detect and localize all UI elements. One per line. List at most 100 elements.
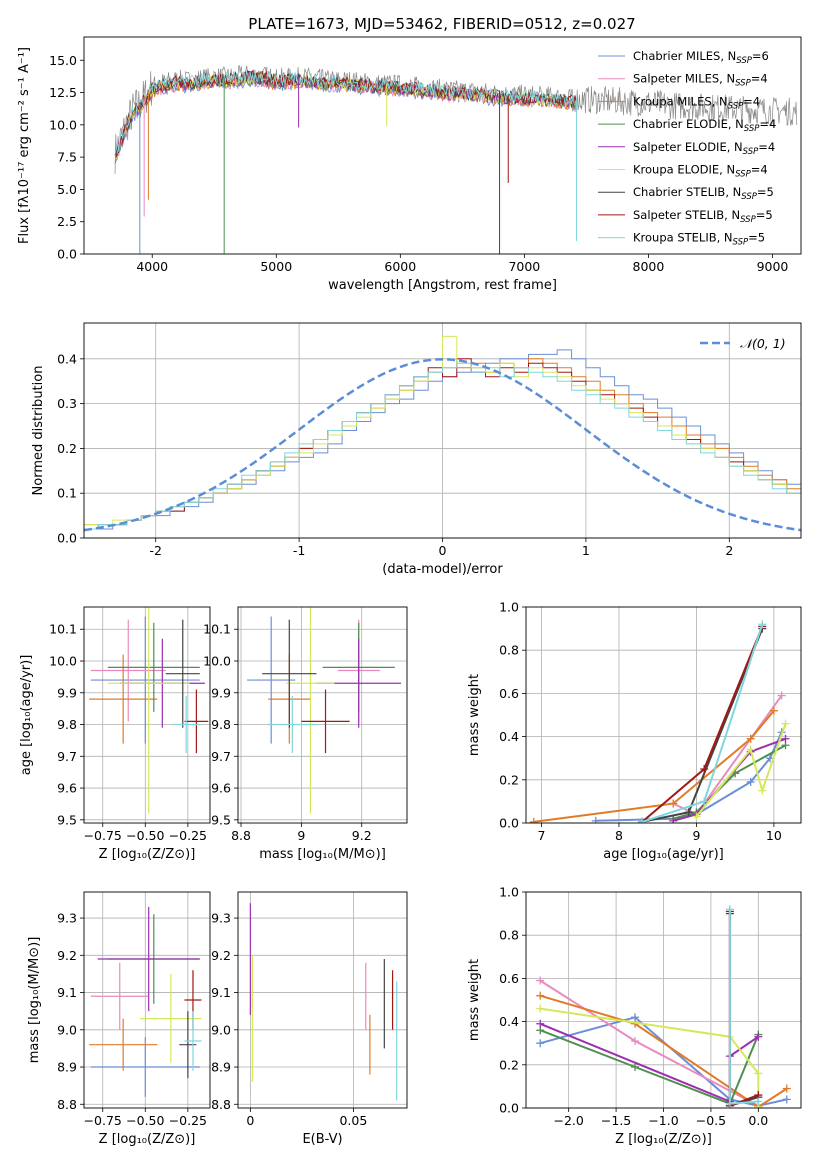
mass-weight-marker: [536, 976, 545, 985]
mass-weight-marker: [669, 799, 678, 808]
axes-frame: [83, 606, 211, 824]
histogram-step: [84, 362, 801, 530]
legend-label: Chabrier STELIB, NSSP=5: [633, 185, 774, 202]
histogram-step: [84, 335, 801, 526]
legend-label: Kroupa ELODIE, NSSP=4: [633, 163, 768, 180]
y-tick-label: 9.8: [211, 717, 231, 732]
x-tick-label: 0: [439, 543, 447, 558]
mass-weight-line: [539, 1029, 760, 1105]
y-tick-label: 7.5: [57, 150, 77, 165]
mass-weight-marker: [754, 1097, 763, 1106]
y-tick-label: 0.4: [499, 1014, 519, 1029]
y-tick-label: 10.1: [203, 622, 231, 637]
mass-weight-marker: [725, 1099, 734, 1108]
y-tick-label: 8.9: [211, 1060, 231, 1075]
y-tick-label: 10.0: [49, 117, 77, 132]
y-tick-label: 0.4: [57, 351, 77, 366]
y-tick-label: 0.8: [499, 928, 519, 943]
y-tick-label: 10.1: [49, 622, 77, 637]
plot-area: [89, 906, 202, 1097]
y-tick-label: 8.8: [57, 1097, 77, 1112]
x-tick-label: −0.75: [84, 1113, 122, 1128]
mass-weight-marker: [700, 765, 709, 773]
x-tick-label: 4000: [136, 259, 168, 274]
mass-weight-marker: [669, 816, 678, 823]
x-tick-label: 8000: [633, 259, 665, 274]
chart-panel-6: −0.75 −0.50 −0.25 8.8 8.9 9.0 9.1 9.2 9.3 Z [log₁…: [27, 891, 211, 1147]
legend: Chabrier MILES, NSSP=6 Salpeter MILES, NS…: [598, 49, 776, 248]
x-tick-label: −0.50: [126, 828, 164, 843]
x-tick-label: 8: [615, 828, 623, 843]
y-tick-label: 0.1: [57, 486, 77, 501]
x-tick-label: −2.0: [553, 1113, 583, 1128]
y-tick-label: 9.1: [57, 985, 77, 1000]
axes-frame: [83, 36, 802, 255]
y-tick-label: 0.3: [57, 396, 77, 411]
x-axis-label: Z [log₁₀(Z/Z⊙)]: [99, 1132, 196, 1147]
legend-label: Salpeter STELIB, NSSP=5: [633, 208, 773, 225]
legend-label: Chabrier MILES, NSSP=6: [633, 49, 769, 66]
y-tick-label: 2.5: [57, 214, 77, 229]
mass-weight-marker: [631, 1062, 640, 1071]
mass-weight-marker: [684, 808, 693, 817]
y-tick-label: 9.2: [211, 948, 231, 963]
y-tick-label: 15.0: [49, 53, 77, 68]
mass-weight-marker: [758, 620, 767, 629]
y-tick-label: 1.0: [499, 885, 519, 900]
plot-area: [247, 607, 401, 814]
mass-weight-marker: [754, 1069, 763, 1078]
mass-weight-marker: [769, 706, 778, 715]
mass-weight-marker: [781, 719, 790, 728]
mass-weight-marker: [725, 905, 734, 914]
plot-area: [84, 335, 801, 532]
mass-weight-marker: [692, 812, 701, 821]
mass-weight-marker: [529, 817, 538, 823]
y-tick-label: 9.5: [211, 812, 231, 827]
mass-weight-line: [539, 994, 788, 1108]
mass-weight-marker: [536, 1019, 545, 1028]
mass-weight-marker: [591, 816, 600, 823]
plot-area: [89, 607, 209, 814]
x-tick-label: −0.75: [84, 828, 122, 843]
x-axis-label: wavelength [Angstrom, rest frame]: [328, 278, 557, 293]
y-tick-label: 9.9: [57, 685, 77, 700]
mass-weight-marker: [746, 745, 755, 754]
x-axis-label: age [log₁₀(age/yr)]: [603, 847, 724, 862]
x-tick-label: 6000: [384, 259, 416, 274]
chart-panel-3: −0.75 −0.50 −0.25 9.5 9.6 9.7 9.8 9.9 10.0 10.1 Z …: [19, 606, 211, 862]
panels: 4000 5000 6000 7000 8000 90000.02.55.07.510.0…: [17, 36, 802, 1147]
x-tick-label: 9000: [757, 259, 789, 274]
y-tick-label: 9.0: [211, 1022, 231, 1037]
y-tick-label: 9.6: [211, 781, 231, 796]
y-tick-label: 10.0: [49, 654, 77, 669]
mass-weight-marker: [777, 691, 786, 700]
y-tick-label: 10.0: [203, 654, 231, 669]
x-tick-label: 9.2: [352, 828, 372, 843]
axes-frame: [525, 606, 802, 824]
x-tick-label: 10: [766, 828, 782, 843]
x-axis-label: Z [log₁₀(Z/Z⊙)]: [615, 1132, 712, 1147]
y-tick-label: 9.7: [211, 749, 231, 764]
y-tick-label: 9.3: [211, 911, 231, 926]
mass-weight-marker: [700, 797, 709, 806]
x-tick-label: 9: [297, 828, 305, 843]
chart-panel-4: 8.8 9 9.2 9.5 9.6 9.7 9.8 9.9 10.0 10.1 mass [log₁…: [203, 606, 408, 862]
mass-weight-marker: [536, 1039, 545, 1048]
y-axis-label: mass [log₁₀(M/M⊙)]: [27, 937, 42, 1064]
legend-label: 𝒩(0, 1): [740, 336, 786, 351]
y-axis-label: age [log₁₀(age/yr)]: [19, 655, 34, 776]
mass-weight-marker: [782, 1084, 791, 1093]
mass-weight-marker: [782, 1095, 791, 1104]
y-tick-label: 0.0: [499, 1101, 519, 1116]
y-tick-label: 5.0: [57, 182, 77, 197]
plot-area: [114, 64, 798, 254]
y-tick-label: 9.5: [57, 812, 77, 827]
chart-panel-7: 0 0.05 8.8 8.9 9.0 9.1 9.2 9.3 E(B-V): [211, 891, 408, 1147]
y-tick-label: 0.6: [499, 971, 519, 986]
mass-weight-line: [672, 695, 783, 816]
y-tick-label: 0.8: [499, 643, 519, 658]
legend-label: Salpeter ELODIE, NSSP=4: [633, 140, 775, 157]
mass-weight-marker: [631, 1037, 640, 1046]
x-tick-label: 1: [582, 543, 590, 558]
